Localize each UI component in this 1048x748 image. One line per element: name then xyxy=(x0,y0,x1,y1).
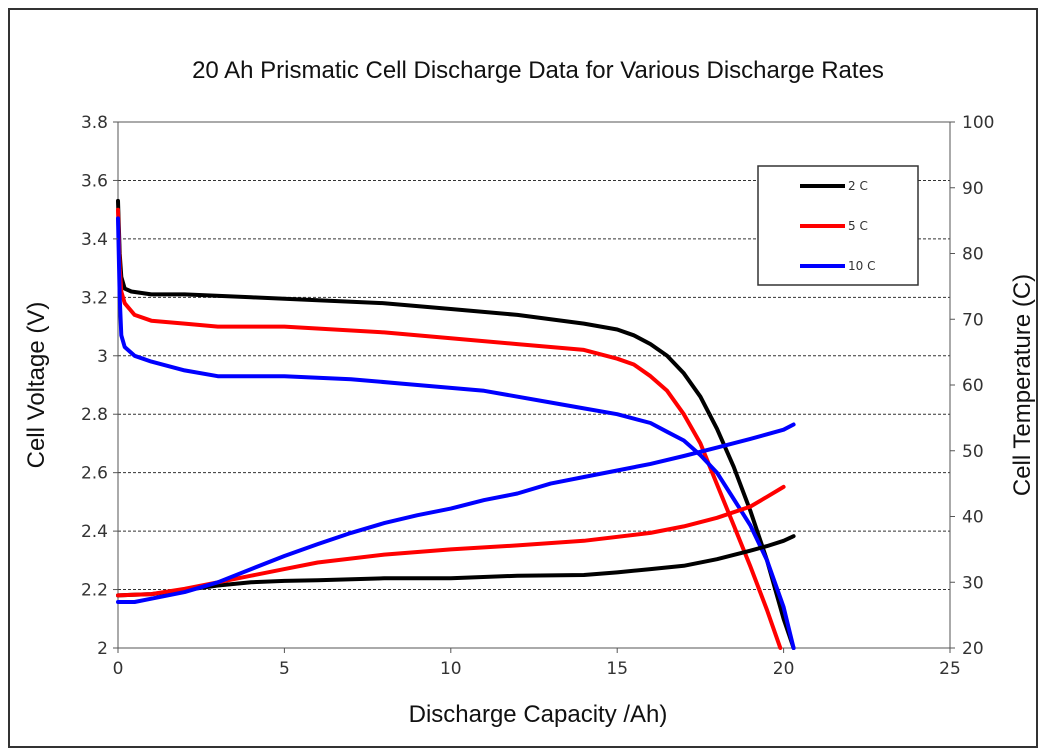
x-tick-label: 25 xyxy=(939,659,961,679)
legend-label: 10 C xyxy=(848,259,875,273)
series-line-voltage-10c xyxy=(116,216,796,650)
y2-axis-label: Cell Temperature (C) xyxy=(1009,274,1036,496)
gridlines xyxy=(118,179,950,591)
series-line-voltage-5c xyxy=(116,207,783,650)
y2-tick-label: 60 xyxy=(962,376,984,396)
tick-labels: 22.22.42.62.833.23.43.63.820304050607080… xyxy=(81,113,995,679)
chart-frame xyxy=(8,8,1038,748)
y-tick-label: 3 xyxy=(97,347,108,367)
discharge-chart: 20 Ah Prismatic Cell Discharge Data for … xyxy=(23,57,1036,728)
x-axis-label: Discharge Capacity /Ah) xyxy=(409,701,668,728)
y-tick-label: 3.8 xyxy=(81,113,108,133)
series-line-temperature-10c xyxy=(116,422,796,604)
y2-tick-label: 20 xyxy=(962,639,984,659)
series-line-voltage-2c xyxy=(116,198,796,650)
chart-title: 20 Ah Prismatic Cell Discharge Data for … xyxy=(192,57,884,84)
y2-tick-label: 90 xyxy=(962,179,984,199)
series-lines xyxy=(116,198,796,650)
y2-tick-label: 100 xyxy=(962,113,994,133)
x-tick-label: 20 xyxy=(773,659,795,679)
x-tick-label: 0 xyxy=(113,659,124,679)
y-tick-label: 2.8 xyxy=(81,405,108,425)
y-tick-label: 2 xyxy=(97,639,108,659)
legend: 2 C 5 C 10 C xyxy=(757,165,919,286)
x-tick-label: 10 xyxy=(440,659,462,679)
series-line-temperature-2c xyxy=(116,534,796,598)
y-tick-label: 3.4 xyxy=(81,230,108,250)
y2-tick-label: 70 xyxy=(962,310,984,330)
legend-label: 2 C xyxy=(848,179,868,193)
x-tick-label: 5 xyxy=(279,659,290,679)
y2-tick-label: 80 xyxy=(962,245,984,265)
y-tick-label: 2.4 xyxy=(81,522,108,542)
y-tick-label: 3.2 xyxy=(81,288,108,308)
y-tick-label: 2.2 xyxy=(81,581,108,601)
y2-tick-label: 30 xyxy=(962,573,984,593)
y2-tick-label: 40 xyxy=(962,508,984,528)
y2-tick-label: 50 xyxy=(962,442,984,462)
x-tick-label: 15 xyxy=(606,659,628,679)
y-tick-label: 2.6 xyxy=(81,464,108,484)
y-axis-label: Cell Voltage (V) xyxy=(23,302,50,469)
legend-label: 5 C xyxy=(848,219,868,233)
y-tick-label: 3.6 xyxy=(81,171,108,191)
